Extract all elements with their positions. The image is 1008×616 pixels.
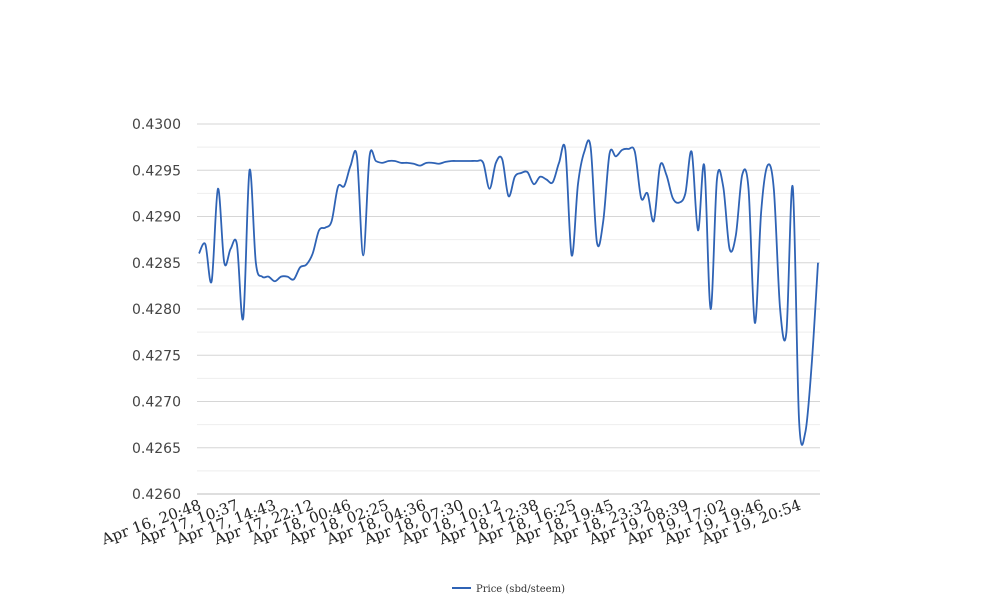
y-tick-label: 0.4260 (132, 487, 181, 503)
legend-label: Price (sbd/steem) (476, 584, 565, 595)
y-tick-label: 0.4295 (132, 163, 181, 179)
y-tick-label: 0.4275 (132, 348, 181, 364)
y-tick-label: 0.4290 (132, 210, 181, 226)
legend[interactable]: Price (sbd/steem) (452, 584, 565, 595)
y-tick-label: 0.4270 (132, 395, 181, 411)
series-line-price (198, 139, 819, 446)
y-tick-label: 0.4280 (132, 302, 181, 318)
y-axis-ticks: 0.4300 0.4295 0.4290 0.4285 0.4280 0.4275 0.42… (132, 117, 181, 503)
y-tick-label: 0.4300 (132, 117, 181, 133)
y-tick-label: 0.4285 (132, 256, 181, 272)
series-lines (198, 139, 819, 446)
grid-lines (197, 123, 820, 495)
y-tick-label: 0.4265 (132, 441, 181, 457)
